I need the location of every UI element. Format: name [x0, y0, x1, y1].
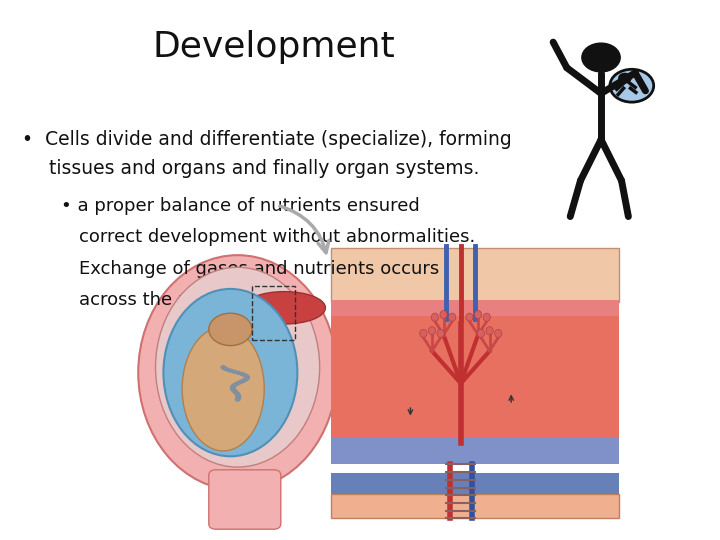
Ellipse shape: [483, 313, 490, 321]
Circle shape: [230, 387, 236, 392]
FancyBboxPatch shape: [331, 472, 619, 494]
Circle shape: [238, 380, 244, 384]
Circle shape: [230, 385, 235, 389]
Circle shape: [243, 377, 248, 382]
FancyBboxPatch shape: [331, 316, 619, 443]
Circle shape: [224, 367, 230, 372]
Circle shape: [230, 384, 236, 388]
Text: correct development without abnormalities.: correct development without abnormalitie…: [79, 228, 475, 246]
FancyArrowPatch shape: [509, 396, 513, 402]
Ellipse shape: [138, 255, 337, 490]
Circle shape: [239, 372, 245, 376]
Circle shape: [228, 368, 233, 373]
Circle shape: [235, 370, 241, 375]
Text: Development: Development: [152, 30, 395, 64]
Circle shape: [241, 379, 247, 383]
Circle shape: [230, 386, 235, 390]
Circle shape: [235, 392, 240, 396]
Ellipse shape: [428, 327, 436, 335]
Circle shape: [582, 43, 620, 72]
FancyBboxPatch shape: [209, 470, 281, 529]
Ellipse shape: [420, 329, 427, 338]
Ellipse shape: [474, 310, 482, 319]
Circle shape: [231, 369, 237, 374]
Circle shape: [610, 69, 654, 102]
Circle shape: [243, 374, 249, 379]
Circle shape: [235, 396, 241, 401]
Circle shape: [235, 393, 241, 397]
Circle shape: [231, 388, 237, 393]
Circle shape: [244, 376, 250, 381]
Text: • a proper balance of nutrients ensured: • a proper balance of nutrients ensured: [61, 197, 420, 215]
Circle shape: [209, 313, 252, 346]
Circle shape: [222, 366, 228, 370]
FancyArrowPatch shape: [408, 408, 413, 414]
FancyArrowPatch shape: [280, 206, 329, 253]
Bar: [252, 286, 295, 340]
Ellipse shape: [243, 292, 325, 324]
Circle shape: [244, 375, 250, 380]
FancyBboxPatch shape: [331, 300, 619, 319]
Ellipse shape: [466, 313, 473, 321]
Circle shape: [235, 395, 241, 400]
Circle shape: [618, 73, 631, 83]
Ellipse shape: [486, 327, 493, 335]
Text: Exchange of gases and nutrients occurs: Exchange of gases and nutrients occurs: [79, 260, 439, 278]
Ellipse shape: [477, 329, 485, 338]
Circle shape: [236, 381, 242, 385]
FancyBboxPatch shape: [331, 494, 619, 518]
Circle shape: [233, 390, 238, 394]
Text: tissues and organs and finally organ systems.: tissues and organs and finally organ sys…: [49, 159, 480, 178]
Ellipse shape: [182, 327, 264, 451]
Circle shape: [235, 397, 240, 402]
Circle shape: [233, 391, 239, 395]
FancyBboxPatch shape: [331, 248, 619, 302]
Text: •  Cells divide and differentiate (specialize), forming: • Cells divide and differentiate (specia…: [22, 130, 511, 148]
Circle shape: [232, 383, 238, 387]
Ellipse shape: [156, 267, 320, 467]
Ellipse shape: [495, 329, 502, 338]
Ellipse shape: [437, 329, 444, 338]
Ellipse shape: [449, 313, 456, 321]
Circle shape: [242, 373, 248, 377]
Circle shape: [235, 394, 241, 399]
FancyBboxPatch shape: [331, 437, 619, 464]
Ellipse shape: [440, 310, 447, 319]
Text: across the placenta.: across the placenta.: [79, 291, 262, 309]
Circle shape: [220, 365, 226, 369]
Ellipse shape: [431, 313, 438, 321]
Circle shape: [233, 382, 239, 386]
Ellipse shape: [163, 289, 297, 456]
